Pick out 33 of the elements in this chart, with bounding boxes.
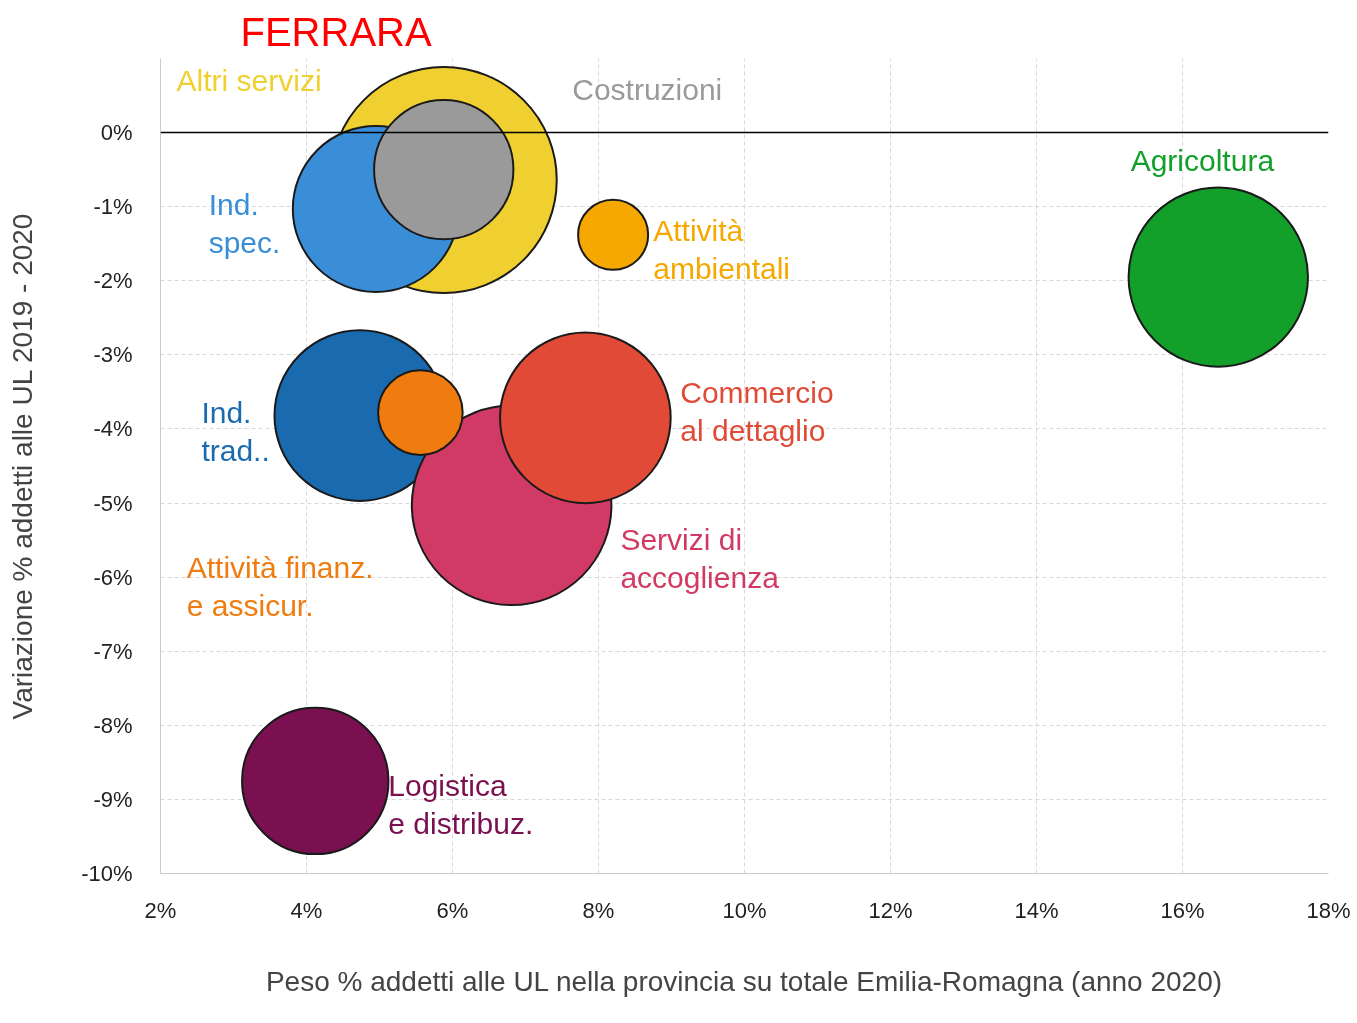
y-tick-label: -1% bbox=[93, 194, 133, 220]
text: Attività finanz. e assicur. bbox=[186, 551, 374, 623]
x-tick-label: 18% bbox=[1306, 897, 1351, 923]
series-label: Commercio al dettaglio bbox=[680, 376, 834, 448]
x-tick-label: 6% bbox=[436, 897, 469, 923]
x-tick-label: 12% bbox=[868, 897, 913, 923]
y-tick-label: -9% bbox=[93, 786, 133, 812]
series-label: Logistica e distribuz. bbox=[388, 769, 534, 840]
text: Costruzioni bbox=[572, 73, 723, 107]
y-tick-label: -4% bbox=[93, 416, 133, 442]
y-tick-label: -3% bbox=[93, 342, 133, 368]
y-tick-label: -7% bbox=[93, 638, 133, 664]
x-tick-label: 4% bbox=[290, 897, 323, 923]
y-tick-label: -5% bbox=[93, 490, 133, 516]
series-label: Agricoltura bbox=[1130, 144, 1275, 178]
y-tick-label: -10% bbox=[81, 861, 133, 886]
x-tick-label: 14% bbox=[1014, 897, 1059, 923]
series-label: Attività ambientali bbox=[653, 214, 790, 286]
x-tick-label: 8% bbox=[582, 897, 615, 923]
chart-title: FERRARA bbox=[240, 9, 432, 54]
x-tick-label: 2% bbox=[144, 897, 177, 923]
y-axis-title: Variazione % addetti alle UL 2019 - 2020 bbox=[7, 213, 39, 720]
series-label: Altri servizi bbox=[176, 63, 322, 97]
series-label: Ind. trad.. bbox=[201, 395, 270, 467]
series-label: Ind. spec. bbox=[208, 188, 281, 260]
y-tick-label: -2% bbox=[93, 268, 133, 294]
x-axis-title: Peso % addetti alle UL nella provincia su totale Emilia-Romagna (anno 2020) bbox=[265, 965, 1223, 997]
y-tick-label: -8% bbox=[93, 712, 133, 738]
x-tick-label: 10% bbox=[722, 897, 767, 923]
series-label: Servizi di accoglienza bbox=[620, 523, 780, 594]
y-tick-label: -6% bbox=[93, 564, 133, 590]
y-tick-label: 0% bbox=[100, 120, 133, 146]
x-tick-label: 16% bbox=[1160, 897, 1205, 923]
